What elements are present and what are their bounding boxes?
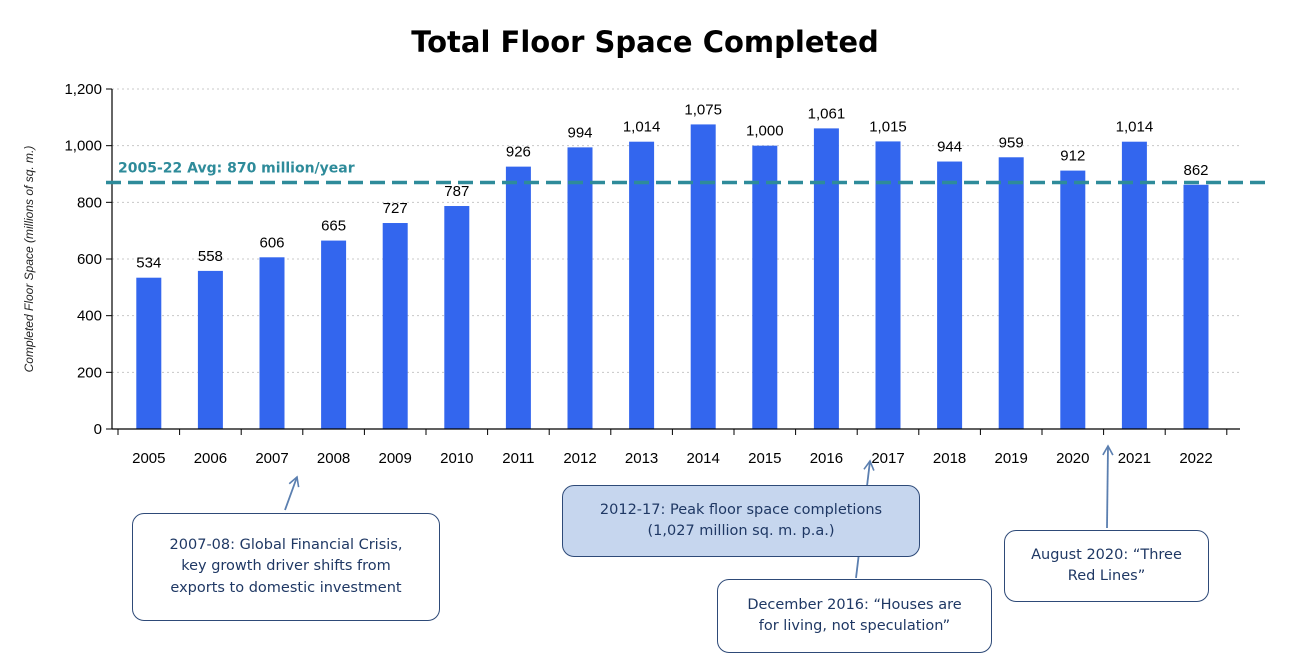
bar-2011 [505, 166, 531, 429]
data-label-2017: 1,015 [869, 118, 907, 135]
data-label-2022: 862 [1183, 162, 1208, 179]
annotation-arrow-3 [1102, 444, 1114, 529]
data-label-2012: 994 [567, 124, 592, 141]
y-tick-label: 600 [77, 251, 102, 268]
bar-2006 [197, 270, 223, 429]
y-tick-label: 0 [94, 421, 102, 438]
data-label-2011: 926 [506, 144, 531, 161]
callout-peak: 2012-17: Peak floor space completions (1… [562, 485, 920, 557]
callout-aug2020-text: August 2020: “Three Red Lines” [1031, 546, 1182, 584]
data-label-2009: 727 [383, 200, 408, 217]
callout-gfc-text: 2007-08: Global Financial Crisis, key gr… [169, 537, 403, 596]
x-tick-label-2021: 2021 [1118, 450, 1151, 467]
y-tick-label: 400 [77, 308, 102, 325]
x-tick-label-2007: 2007 [255, 450, 288, 467]
callout-gfc: 2007-08: Global Financial Crisis, key gr… [132, 513, 440, 621]
x-tick-label-2011: 2011 [502, 450, 534, 467]
bar-2022 [1183, 184, 1209, 429]
bar-2017 [875, 141, 901, 429]
data-label-2020: 912 [1060, 148, 1085, 165]
x-tick-label-2010: 2010 [440, 450, 473, 467]
bar-2015 [752, 145, 778, 429]
x-tick-label-2016: 2016 [810, 450, 843, 467]
y-tick-labels: 0 200 400 600 800 1,000 1,200 [64, 81, 112, 438]
x-tick-labels: 2005 2006 2007 2008 2009 2010 2011 2012 2013 2014… [117, 429, 1228, 467]
data-label-2010: 787 [444, 183, 469, 200]
bar-2013 [629, 141, 655, 429]
y-axis-label: Completed Floor Space (millions of sq. m… [22, 146, 36, 373]
bar-2016 [813, 128, 839, 429]
x-tick-label-2008: 2008 [317, 450, 350, 467]
data-label-2019: 959 [999, 134, 1024, 151]
x-tick-label-2015: 2015 [748, 450, 781, 467]
x-tick-label-2018: 2018 [933, 450, 966, 467]
bars [136, 124, 1209, 430]
x-tick-label-2013: 2013 [625, 450, 658, 467]
x-tick-label-2017: 2017 [871, 450, 904, 467]
gridlines [112, 88, 1240, 373]
x-tick-label-2019: 2019 [995, 450, 1028, 467]
data-label-2005: 534 [136, 255, 161, 272]
callout-dec2016-text: December 2016: “Houses are for living, n… [747, 596, 962, 634]
data-label-2006: 558 [198, 248, 223, 265]
data-label-2016: 1,061 [808, 105, 846, 122]
bar-2012 [567, 147, 593, 429]
x-tick-label-2014: 2014 [687, 450, 720, 467]
x-tick-label-2009: 2009 [379, 450, 412, 467]
bar-2020 [1060, 170, 1086, 429]
x-tick-label-2006: 2006 [194, 450, 227, 467]
average-line: 2005-22 Avg: 870 million/year [106, 161, 1268, 185]
data-label-2013: 1,014 [623, 119, 661, 136]
bar-2008 [321, 240, 347, 429]
bar-2009 [382, 223, 408, 429]
annotation-arrow-1 [284, 475, 300, 511]
bar-2018 [937, 161, 963, 430]
data-labels: 534 558 606 665 727 787 926 994 1,014 1,075 1,000 1… [136, 101, 1208, 271]
bar-2010 [444, 206, 470, 429]
bar-2021 [1121, 141, 1147, 429]
bar-2007 [259, 257, 285, 429]
bar-2019 [998, 157, 1024, 430]
x-tick-label-2005: 2005 [132, 450, 165, 467]
data-label-2007: 606 [259, 234, 284, 251]
x-tick-label-2022: 2022 [1179, 450, 1212, 467]
y-tick-label: 200 [77, 364, 102, 381]
bar-2005 [136, 277, 162, 429]
y-tick-label: 1,200 [64, 81, 102, 98]
data-label-2015: 1,000 [746, 123, 784, 140]
callout-aug2020: August 2020: “Three Red Lines” [1004, 530, 1209, 602]
data-label-2008: 665 [321, 218, 346, 235]
data-label-2014: 1,075 [684, 101, 722, 118]
y-tick-label: 1,000 [64, 138, 102, 155]
average-line-label: 2005-22 Avg: 870 million/year [118, 161, 355, 177]
bar-2014 [690, 124, 716, 430]
data-label-2021: 1,014 [1116, 119, 1154, 136]
x-tick-label-2012: 2012 [563, 450, 596, 467]
data-label-2018: 944 [937, 139, 962, 156]
callout-dec2016: December 2016: “Houses are for living, n… [717, 579, 992, 653]
y-tick-label: 800 [77, 194, 102, 211]
callout-peak-text: 2012-17: Peak floor space completions (1… [599, 501, 883, 539]
chart-title: Total Floor Space Completed [411, 25, 879, 59]
x-tick-label-2020: 2020 [1056, 450, 1089, 467]
